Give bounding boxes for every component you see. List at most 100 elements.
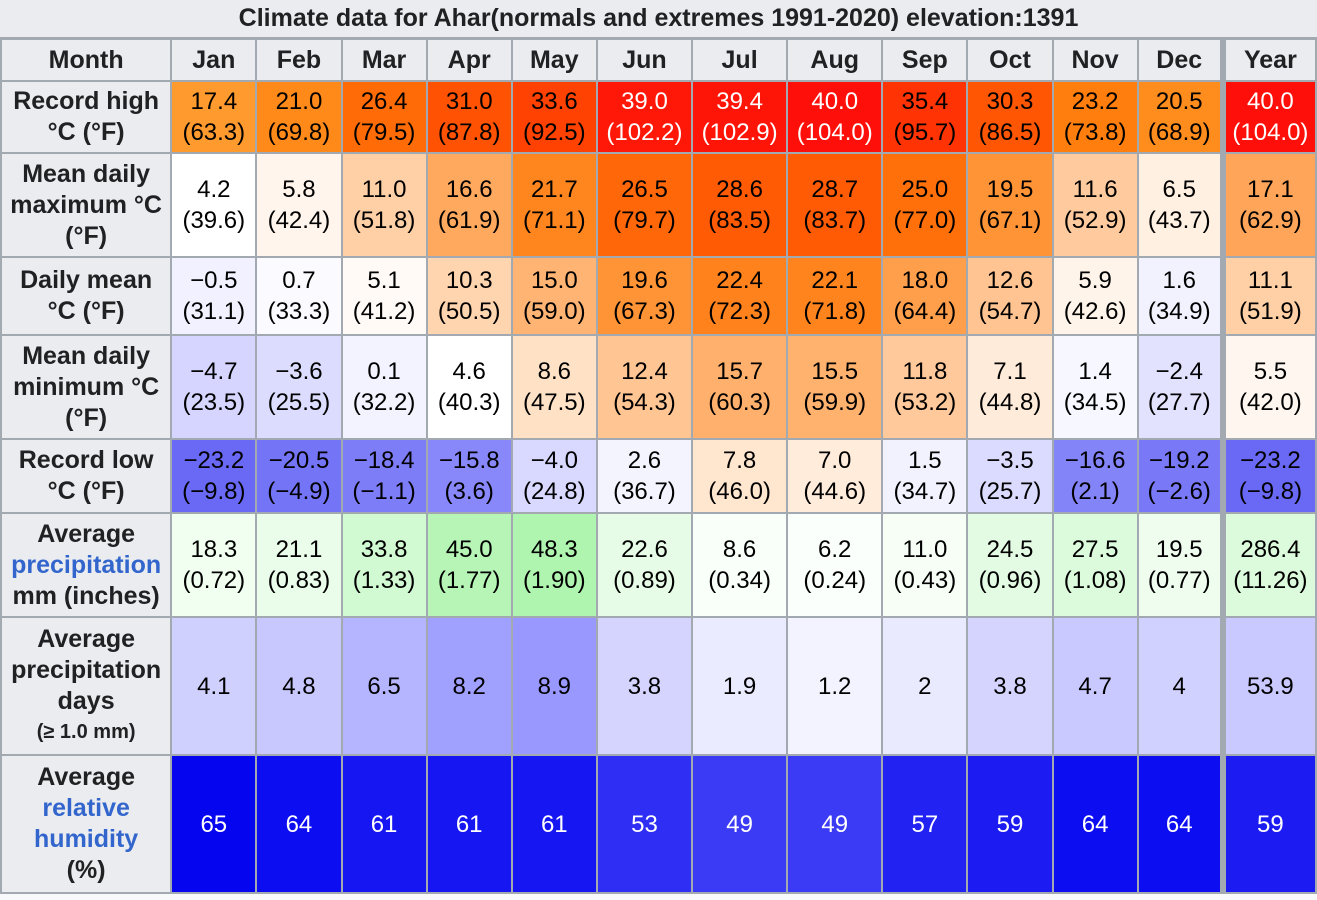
month-cell: 48.3 (1.90) — [510, 512, 598, 618]
month-cell: 0.1 (32.2) — [340, 334, 428, 440]
fahrenheit-value: (68.9) — [1147, 119, 1211, 146]
month-cell: −4.7 (23.5) — [170, 334, 258, 440]
row-header-text: Mean daily — [22, 159, 151, 188]
celsius-value: 11.8 — [902, 358, 948, 385]
month-cell: 16.6 (61.9) — [425, 152, 513, 258]
month-cell: 23.2 (73.8) — [1051, 80, 1139, 154]
fahrenheit-value: (34.7) — [893, 478, 957, 505]
month-cell: −23.2 (−9.8) — [170, 438, 258, 514]
month-header: Month — [0, 38, 173, 82]
celsius-value: 53 — [631, 810, 658, 838]
fahrenheit-value: (63.3) — [182, 119, 246, 146]
row-header: Average precipitation mm (inches) — [0, 512, 173, 618]
month-cell: 8.6 (47.5) — [510, 334, 598, 440]
month-cell: 18.3 (0.72) — [170, 512, 258, 618]
month-cell: 11.6 (52.9) — [1051, 152, 1139, 258]
month-cell: 5.8 (42.4) — [255, 152, 343, 258]
year-cell: 59 — [1219, 754, 1317, 894]
fahrenheit-value: (32.2) — [352, 389, 416, 416]
fahrenheit-value: (54.7) — [978, 298, 1042, 325]
month-cell: 19.5 (0.77) — [1136, 512, 1224, 618]
fahrenheit-value: (1.77) — [437, 567, 501, 594]
row-header-text: Mean daily — [22, 341, 151, 370]
row-header-link[interactable]: precipitation — [11, 550, 162, 579]
climate-table: Month Jan Feb Mar Apr May Jun Jul Aug Sep Oct Nov D… — [0, 38, 1317, 894]
celsius-value: 6.5 — [367, 672, 401, 700]
year-cell: 11.1 (51.9) — [1219, 256, 1317, 336]
month-cell: 8.2 — [425, 616, 513, 756]
celsius-value: 48.3 — [530, 536, 578, 563]
celsius-value: 10.3 — [445, 267, 493, 294]
month-cell: 24.5 (0.96) — [966, 512, 1054, 618]
month-cell: 8.6 (0.34) — [691, 512, 789, 618]
fahrenheit-value: (41.2) — [352, 298, 416, 325]
month-cell: 31.0 (87.8) — [425, 80, 513, 154]
month-cell: 59 — [966, 754, 1054, 894]
celsius-value: 39.4 — [716, 88, 763, 115]
fahrenheit-value: (40.3) — [437, 389, 501, 416]
fahrenheit-value: (51.8) — [352, 207, 416, 234]
fahrenheit-value: (25.5) — [267, 389, 331, 416]
month-header-aug: Aug — [786, 38, 884, 82]
month-cell: 65 — [170, 754, 258, 894]
month-header-nov: Nov — [1051, 38, 1139, 82]
fahrenheit-value: (92.5) — [522, 119, 586, 146]
celsius-value: 22.4 — [716, 267, 763, 294]
row-header-text: °C (°F) — [47, 297, 125, 325]
month-cell: 61 — [510, 754, 598, 894]
month-cell: 64 — [1051, 754, 1139, 894]
month-header-jan: Jan — [170, 38, 258, 82]
fahrenheit-value: (104.0) — [1232, 119, 1309, 146]
celsius-value: 7.1 — [993, 358, 1027, 385]
month-cell: 15.0 (59.0) — [510, 256, 598, 336]
row-header-text: Daily mean — [20, 266, 153, 294]
month-cell: 49 — [786, 754, 884, 894]
fahrenheit-value: (42.4) — [267, 207, 331, 234]
row-header-link[interactable]: humidity — [34, 825, 139, 853]
table-row: Record high °C (°F) 17.4 (63.3) 21.0 (69.8) 26… — [0, 80, 1317, 154]
celsius-value: 17.4 — [190, 88, 238, 115]
fahrenheit-value: (71.8) — [803, 298, 867, 325]
month-cell: 19.6 (67.3) — [595, 256, 694, 336]
celsius-value: 18.0 — [901, 267, 949, 294]
month-cell: −18.4 (−1.1) — [340, 438, 428, 514]
celsius-value: 5.8 — [282, 176, 316, 203]
celsius-value: 11.1 — [1247, 267, 1293, 294]
fahrenheit-value: (62.9) — [1239, 207, 1302, 234]
celsius-value: 21.1 — [275, 536, 323, 563]
celsius-value: −3.5 — [986, 447, 1034, 474]
celsius-value: 8.2 — [452, 672, 486, 700]
fahrenheit-value: (67.1) — [978, 207, 1042, 234]
fahrenheit-value: (51.9) — [1239, 298, 1302, 325]
row-header: Mean daily maximum °C (°F) — [0, 152, 173, 258]
celsius-value: 15.0 — [530, 267, 578, 294]
celsius-value: 18.3 — [190, 536, 238, 563]
fahrenheit-value: (52.9) — [1063, 207, 1127, 234]
celsius-value: 4.7 — [1078, 672, 1112, 700]
month-cell: 40.0 (104.0) — [786, 80, 884, 154]
month-cell: 39.0 (102.2) — [595, 80, 694, 154]
month-cell: 4.7 — [1051, 616, 1139, 756]
fahrenheit-value: (0.43) — [893, 567, 957, 594]
month-cell: 1.2 — [786, 616, 884, 756]
fahrenheit-value: (73.8) — [1063, 119, 1127, 146]
row-header-link[interactable]: relative — [42, 794, 130, 822]
celsius-value: 33.6 — [530, 88, 578, 115]
fahrenheit-value: (34.9) — [1147, 298, 1211, 325]
fahrenheit-value: (27.7) — [1147, 389, 1211, 416]
year-cell: 53.9 — [1219, 616, 1317, 756]
month-cell: 27.5 (1.08) — [1051, 512, 1139, 618]
celsius-value: 22.6 — [621, 536, 668, 563]
row-header-text: minimum °C — [13, 372, 160, 401]
row-header-text: (°F) — [65, 403, 108, 432]
fahrenheit-value: (0.77) — [1147, 567, 1211, 594]
celsius-value: 61 — [455, 810, 483, 838]
fahrenheit-value: (59.9) — [803, 389, 867, 416]
fahrenheit-value: (0.24) — [803, 567, 867, 594]
fahrenheit-value: (0.34) — [708, 567, 771, 594]
celsius-value: 6.2 — [818, 536, 852, 563]
fahrenheit-value: (53.2) — [893, 389, 957, 416]
celsius-value: 2.6 — [627, 447, 662, 474]
celsius-value: 31.0 — [445, 88, 493, 115]
month-header-jul: Jul — [691, 38, 789, 82]
